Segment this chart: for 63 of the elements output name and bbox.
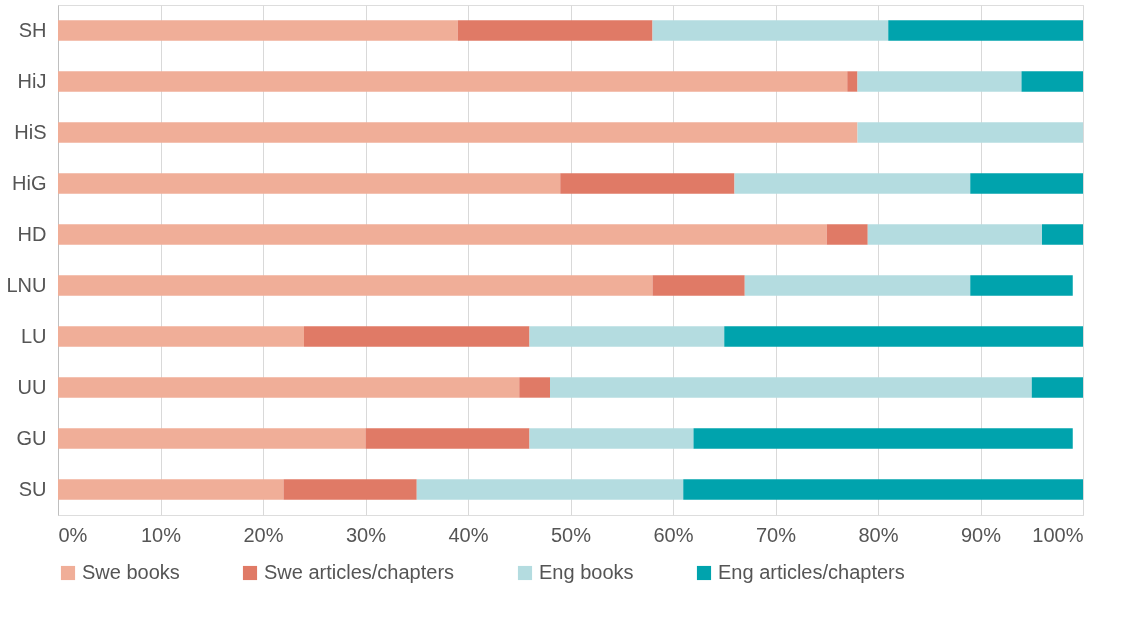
- bar: [529, 428, 694, 449]
- x-tick-label: 0%: [58, 523, 88, 546]
- x-tick-label: 60%: [653, 523, 694, 546]
- bar: [867, 224, 1042, 245]
- y-tick-label: SU: [18, 477, 47, 500]
- bar: [550, 377, 1032, 398]
- bar: [888, 20, 1083, 41]
- bar: [1042, 224, 1083, 245]
- y-tick-label: HiJ: [17, 69, 47, 92]
- bar: [857, 71, 1022, 92]
- x-tick-label: 10%: [140, 523, 182, 546]
- y-tick-label: LNU: [6, 273, 47, 296]
- x-tick-label: 40%: [448, 523, 489, 546]
- x-tick-label: 70%: [755, 523, 797, 546]
- x-tick-label: 20%: [243, 523, 284, 546]
- bar: [529, 326, 725, 347]
- y-tick-label: SH: [18, 18, 47, 41]
- bar: [58, 20, 458, 41]
- x-tick-label: 100%: [1032, 523, 1084, 546]
- bar: [58, 377, 520, 398]
- legend-label: Swe books: [82, 561, 180, 583]
- bar: [365, 428, 530, 449]
- bar: [847, 71, 858, 92]
- bar: [652, 275, 745, 296]
- bar: [724, 326, 1083, 347]
- bar: [58, 479, 284, 500]
- bar: [734, 173, 971, 194]
- bar: [1031, 377, 1083, 398]
- y-tick-label: HiG: [12, 171, 47, 194]
- bar: [744, 275, 971, 296]
- legend-label: Eng articles/chapters: [718, 561, 905, 583]
- bar: [58, 275, 653, 296]
- bar: [58, 428, 366, 449]
- bar: [58, 122, 858, 143]
- bar: [693, 428, 1073, 449]
- y-tick-label: GU: [16, 426, 47, 449]
- y-tick-label: UU: [17, 375, 47, 398]
- y-tick-label: HiS: [14, 120, 47, 143]
- y-tick-label: HD: [17, 222, 47, 245]
- bar: [970, 173, 1083, 194]
- bar: [519, 377, 550, 398]
- bar: [283, 479, 417, 500]
- bar: [683, 479, 1083, 500]
- bar: [58, 173, 561, 194]
- bar: [560, 173, 735, 194]
- bar: [58, 326, 304, 347]
- x-tick-label: 30%: [345, 523, 387, 546]
- x-tick-label: 80%: [858, 523, 899, 546]
- x-tick-label: 90%: [960, 523, 1002, 546]
- bar: [58, 224, 827, 245]
- legend-label: Swe articles/chapters: [264, 561, 455, 583]
- bar: [304, 326, 530, 347]
- bar: [652, 20, 889, 41]
- bar: [826, 224, 868, 245]
- x-tick-label: 50%: [550, 523, 592, 546]
- bar: [857, 122, 1083, 143]
- legend-label: Eng books: [539, 561, 634, 583]
- bar: [416, 479, 684, 500]
- bar: [58, 71, 848, 92]
- bar: [970, 275, 1073, 296]
- bar: [457, 20, 653, 41]
- y-tick-label: LU: [20, 324, 47, 347]
- bar: [1021, 71, 1083, 92]
